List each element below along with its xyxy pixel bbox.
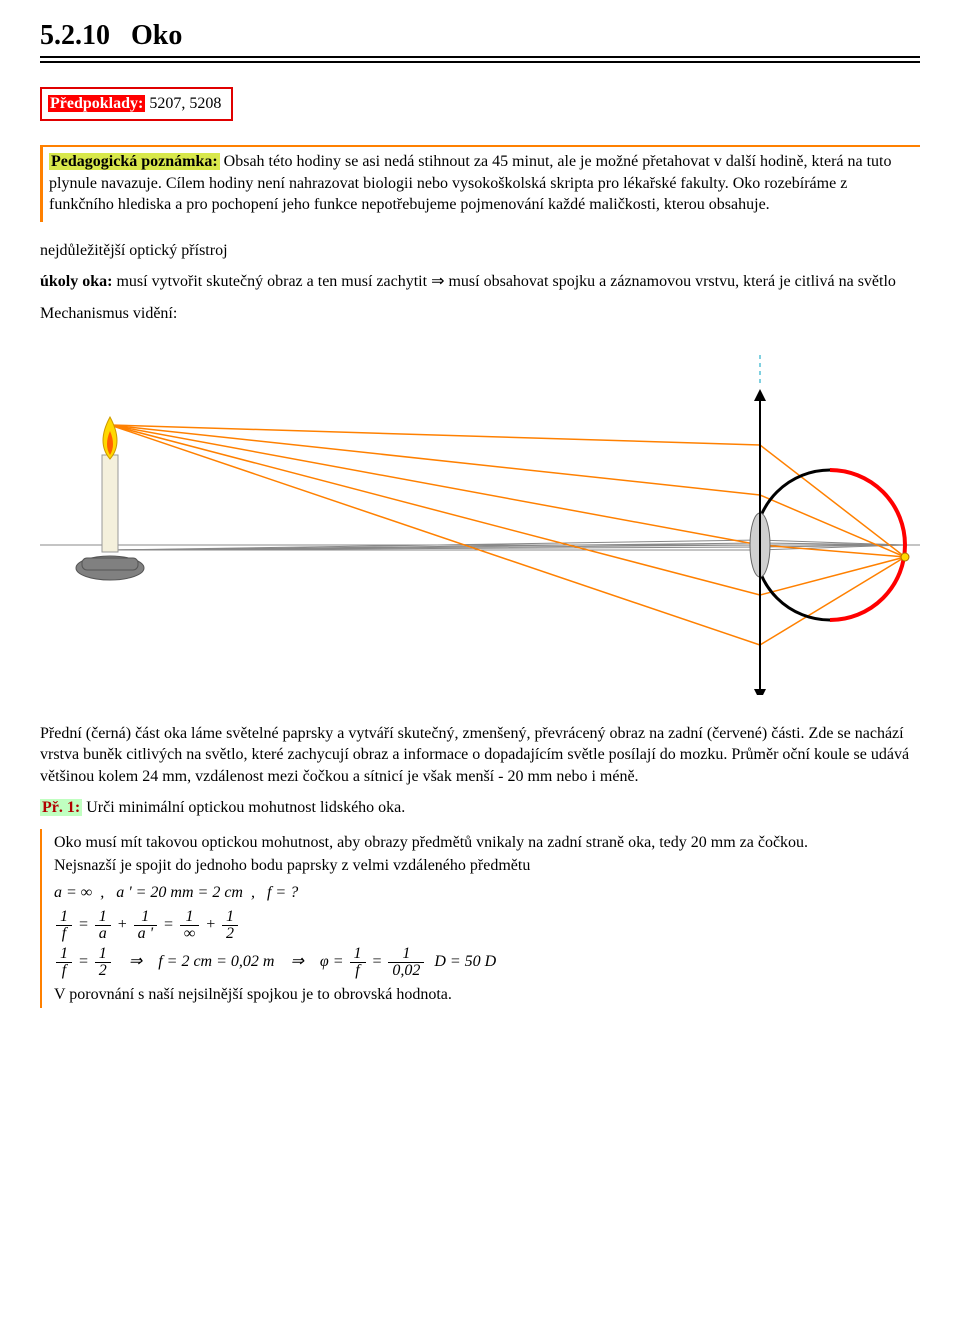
- example-eq2: 1f = 12 ⇒ f = 2 cm = 0,02 m ⇒ φ = 1f = 1…: [54, 946, 920, 979]
- example-label-wrap: Př. 1:: [40, 799, 82, 816]
- eq-fq: f = ?: [267, 884, 298, 901]
- pedagogical-note-label: Pedagogická poznámka:: [49, 153, 220, 170]
- section-heading: 5.2.10 Oko: [40, 20, 920, 52]
- section-number: 5.2.10: [40, 20, 110, 51]
- result-D: D = 50 D: [434, 953, 496, 970]
- prerequisites-box: Předpoklady: 5207, 5208: [40, 87, 233, 121]
- paragraph-mechanismus: Mechanismus vidění:: [40, 303, 920, 325]
- ukoly-label: úkoly oka:: [40, 273, 112, 290]
- eye-diagram: [40, 335, 920, 695]
- example-solution-block: Oko musí mít takovou optickou mohutnost,…: [40, 829, 920, 1008]
- example-heading: Př. 1: Urči minimální optickou mohutnost…: [40, 797, 920, 819]
- title-rule: [40, 56, 920, 63]
- paragraph-nejdulezitejsi: nejdůležitější optický přístroj: [40, 240, 920, 262]
- pedagogical-note-box: Pedagogická poznámka: Obsah této hodiny …: [40, 145, 920, 222]
- example-line2: Nejsnazší je spojit do jednoho bodu papr…: [54, 854, 920, 877]
- prerequisites-label: Předpoklady:: [48, 95, 145, 112]
- example-line1: Oko musí mít takovou optickou mohutnost,…: [54, 831, 920, 854]
- example-given: a = ∞ , a ' = 20 mm = 2 cm , f = ?: [54, 881, 920, 904]
- eye-diagram-svg: [40, 335, 920, 695]
- example-prompt: Urči minimální optickou mohutnost lidské…: [82, 799, 405, 816]
- paragraph-ukoly: úkoly oka: musí vytvořit skutečný obraz …: [40, 271, 920, 293]
- prerequisites-values: 5207, 5208: [149, 95, 221, 112]
- paragraph-predni: Přední (černá) část oka láme světelné pa…: [40, 723, 920, 788]
- ukoly-text: musí vytvořit skutečný obraz a ten musí …: [112, 273, 895, 290]
- example-eq1: 1f = 1a + 1a ' = 1∞ + 12: [54, 909, 920, 942]
- result-f: f = 2 cm = 0,02 m: [158, 953, 274, 970]
- example-label: Př. 1:: [42, 799, 80, 816]
- eq-a: a = ∞: [54, 884, 92, 901]
- example-last: V porovnání s naší nejsilnější spojkou j…: [54, 983, 920, 1006]
- section-title-text: Oko: [131, 20, 182, 51]
- eq-aprime: a ' = 20 mm = 2 cm: [116, 884, 243, 901]
